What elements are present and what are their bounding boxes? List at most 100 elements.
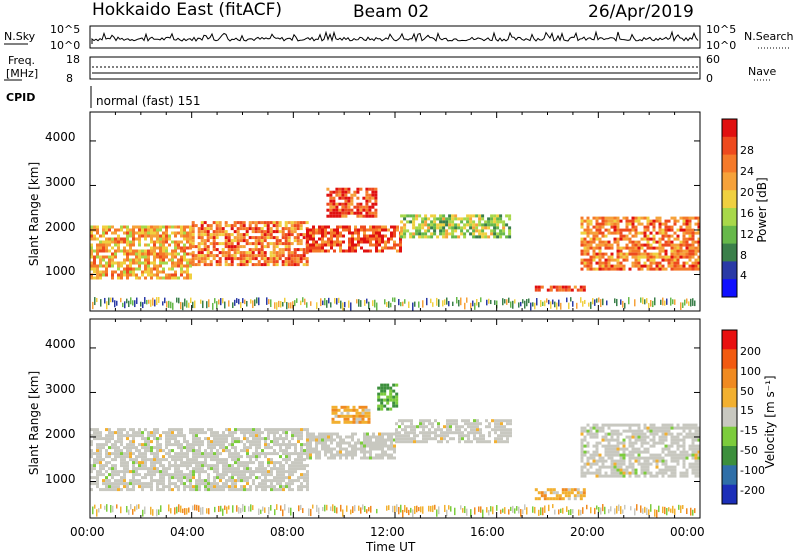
echo-cell [293, 248, 297, 252]
echo-cell [210, 482, 213, 486]
freq-tick-low: 8 [66, 72, 73, 85]
echo-cell [412, 220, 416, 224]
echo-cell [114, 485, 117, 489]
echo-cell [105, 428, 108, 432]
echo-cell [132, 479, 135, 483]
echo-cell [192, 485, 195, 489]
echo-cell [252, 434, 255, 438]
echo-cell [135, 482, 138, 486]
echo-cell [580, 456, 584, 460]
echo-cell [601, 429, 605, 433]
echo-cell [114, 252, 117, 256]
echo-cell [676, 252, 680, 256]
echo-cell [421, 235, 425, 239]
echo-cell [138, 485, 141, 489]
near-range-echo [614, 298, 616, 304]
echo-cell [315, 444, 318, 448]
echo-cell [336, 453, 339, 457]
echo-cell [165, 225, 168, 229]
x-axis-label: Time UT [366, 540, 416, 554]
echo-cell [395, 422, 398, 426]
echo-cell [655, 216, 659, 220]
echo-cell [679, 246, 683, 250]
echo-cell [174, 246, 177, 250]
echo-cell [171, 258, 174, 262]
echo-cell [258, 476, 261, 480]
echo-cell [424, 220, 428, 224]
echo-cell [144, 482, 147, 486]
echo-cell [183, 258, 186, 262]
echo-cell [613, 468, 617, 472]
echo-cell [341, 208, 345, 212]
echo-cell [604, 219, 608, 223]
echo-cell [186, 443, 189, 447]
echo-cell [389, 389, 393, 393]
near-range-echo [112, 505, 114, 513]
echo-cell [367, 414, 371, 418]
echo-cell [260, 221, 264, 225]
echo-cell [336, 231, 339, 235]
echo-cell [691, 255, 695, 259]
echo-cell [694, 459, 698, 463]
echo-cell [348, 243, 351, 247]
near-range-echo [338, 297, 340, 304]
echo-cell [90, 234, 93, 238]
echo-cell [248, 221, 252, 225]
echo-cell [506, 437, 509, 441]
colorbar-swatch [722, 330, 737, 350]
echo-cell [457, 226, 461, 230]
echo-cell [108, 440, 111, 444]
echo-cell [351, 243, 354, 247]
echo-cell [206, 251, 210, 255]
echo-cell [297, 485, 300, 489]
echo-cell [186, 258, 189, 262]
echo-cell [309, 438, 312, 442]
echo-cell [583, 471, 587, 475]
echo-cell [395, 404, 399, 408]
echo-cell [371, 214, 375, 218]
echo-cell [302, 233, 306, 237]
echo-cell [670, 465, 674, 469]
echo-cell [231, 434, 234, 438]
echo-cell [144, 476, 147, 480]
echo-cell [616, 264, 620, 268]
echo-cell [598, 474, 602, 478]
freq-panel-frame [89, 56, 701, 80]
echo-cell [369, 225, 372, 229]
echo-cell [264, 482, 267, 486]
echo-cell [368, 193, 372, 197]
echo-cell [688, 219, 692, 223]
echo-cell [661, 468, 665, 472]
echo-cell [496, 226, 500, 230]
echo-cell [287, 251, 291, 255]
echo-cell [266, 263, 270, 267]
echo-cell [96, 228, 99, 232]
echo-cell [203, 260, 207, 264]
echo-cell [331, 420, 335, 424]
echo-cell [306, 488, 309, 492]
echo-cell [676, 438, 680, 442]
echo-cell [682, 261, 686, 265]
echo-cell [111, 276, 114, 280]
echo-cell [270, 440, 273, 444]
echo-cell [315, 441, 318, 445]
echo-cell [183, 440, 186, 444]
echo-cell [622, 234, 626, 238]
echo-cell [652, 228, 656, 232]
near-range-echo [686, 508, 688, 515]
echo-cell [273, 467, 276, 471]
echo-cell [237, 440, 240, 444]
echo-cell [496, 214, 500, 218]
echo-cell [266, 242, 270, 246]
colorbar-frame [721, 329, 738, 505]
echo-cell [162, 276, 165, 280]
near-range-echo [390, 302, 392, 308]
echo-cell [138, 464, 141, 468]
echo-cell [646, 237, 650, 241]
echo-cell [661, 231, 665, 235]
echo-cell [366, 435, 369, 439]
echo-cell [102, 228, 105, 232]
near-range-echo [192, 301, 194, 309]
power-range-tick-3000: 3000 [45, 175, 76, 189]
near-range-echo [614, 508, 616, 515]
